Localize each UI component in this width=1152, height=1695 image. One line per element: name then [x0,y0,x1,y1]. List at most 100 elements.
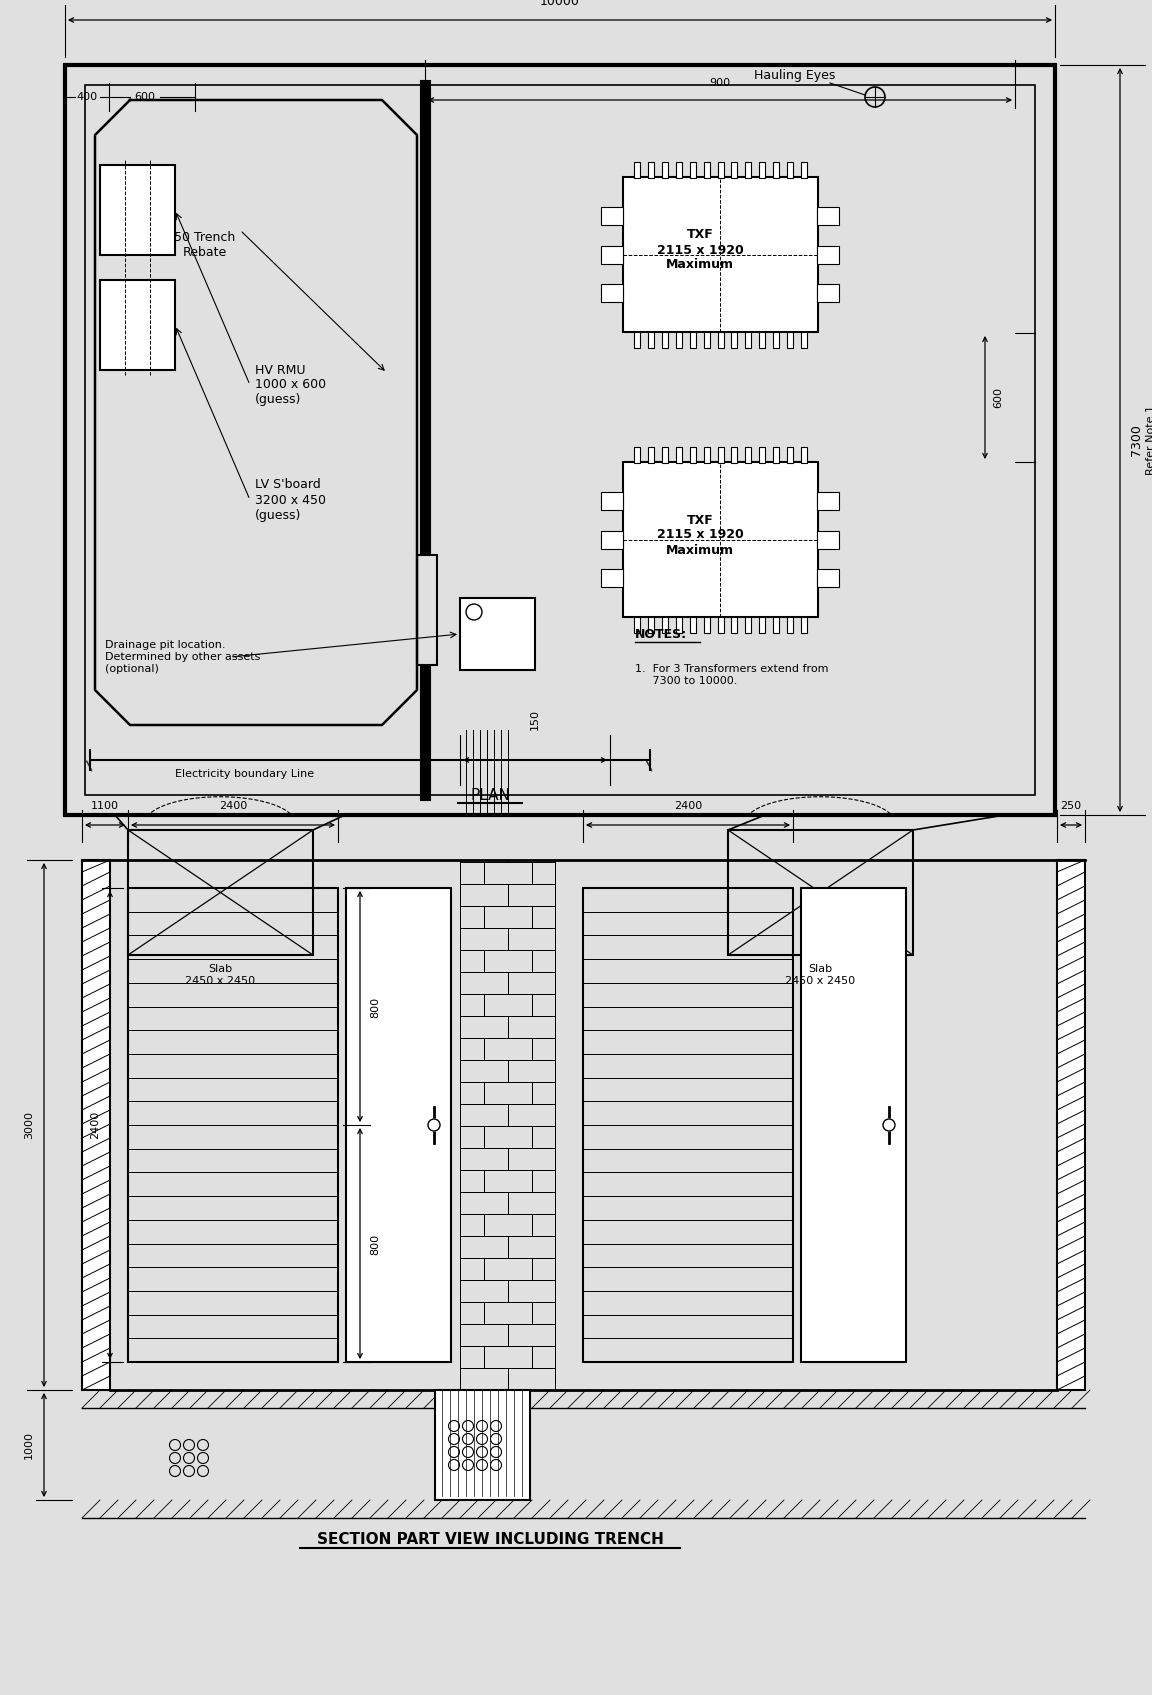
Bar [532,1037,555,1059]
Bar [745,332,751,347]
Bar [759,163,765,178]
Bar [128,831,313,954]
Bar [508,1103,555,1125]
Bar [601,570,623,586]
Bar [634,447,639,463]
Text: 1.  For 3 Transformers extend from
     7300 to 10000.: 1. For 3 Transformers extend from 7300 t… [635,664,828,686]
Bar [745,617,751,632]
Text: PLAN: PLAN [470,788,510,802]
Bar [508,1015,555,1037]
Bar [460,971,508,993]
Bar [532,1346,555,1368]
Bar [647,617,654,632]
Bar [508,971,555,993]
Bar [690,447,696,463]
Text: NOTES:: NOTES: [635,629,687,641]
Bar [460,1324,508,1346]
Text: 400: 400 [76,92,98,102]
Bar [484,1081,532,1103]
Bar [773,163,779,178]
Bar [690,617,696,632]
Bar [787,447,793,463]
Bar [435,1390,530,1500]
Bar [128,888,338,1363]
Bar [601,246,623,264]
Bar [634,332,639,347]
Bar [601,531,623,549]
Bar [661,447,668,463]
Text: Electricity boundary Line: Electricity boundary Line [175,770,314,780]
Bar [460,907,484,927]
Text: HV RMU
1000 x 600
(guess): HV RMU 1000 x 600 (guess) [255,363,326,407]
Text: SECTION PART VIEW INCLUDING TRENCH: SECTION PART VIEW INCLUDING TRENCH [317,1532,664,1548]
Bar [460,598,535,670]
Bar [601,492,623,510]
Text: 10000: 10000 [540,0,579,8]
Text: Drainage pit location.
Determined by other assets
(optional): Drainage pit location. Determined by oth… [105,641,260,673]
Bar [484,1037,532,1059]
Text: 900: 900 [710,78,730,88]
Bar [801,888,905,1363]
Bar [718,447,723,463]
Text: 3000: 3000 [24,1110,35,1139]
Bar [718,617,723,632]
Bar [460,1081,484,1103]
Bar [759,617,765,632]
Bar [773,447,779,463]
Bar [460,1059,508,1081]
Bar [623,176,818,332]
Bar [732,447,737,463]
Bar [484,1346,532,1368]
Bar [508,859,555,863]
Bar [601,285,623,302]
Bar [801,163,808,178]
Bar [100,164,175,254]
Bar [532,1214,555,1236]
Text: 50 Trench
Rebate: 50 Trench Rebate [174,231,236,259]
Bar [417,554,437,664]
Bar [661,163,668,178]
Text: 250: 250 [1061,802,1082,810]
Bar [787,617,793,632]
Bar [82,859,109,1390]
Bar [85,85,1034,795]
Text: 2400: 2400 [674,802,702,810]
Bar [676,163,682,178]
Bar [532,949,555,971]
Text: LV S'board
3200 x 450
(guess): LV S'board 3200 x 450 (guess) [255,478,326,522]
Bar [634,163,639,178]
Text: 600: 600 [993,388,1003,408]
Bar [484,1258,532,1280]
Bar [647,332,654,347]
Bar [676,332,682,347]
Bar [732,163,737,178]
Bar [634,617,639,632]
Text: Slab
2450 x 2450: Slab 2450 x 2450 [785,964,855,986]
Bar [460,1346,484,1368]
Bar [460,1037,484,1059]
Text: TXF
2115 x 1920
Maximum: TXF 2115 x 1920 Maximum [657,514,743,556]
Bar [745,163,751,178]
Bar [661,617,668,632]
Bar [460,949,484,971]
Bar [460,1125,484,1148]
Bar [532,1258,555,1280]
Bar [773,332,779,347]
Bar [460,1280,508,1302]
Bar [484,907,532,927]
Text: 150: 150 [530,709,540,731]
Bar [801,332,808,347]
Bar [508,885,555,907]
Bar [745,447,751,463]
Bar [532,907,555,927]
Circle shape [429,1119,440,1131]
Text: /: / [83,758,97,771]
Circle shape [882,1119,895,1131]
Bar [508,1368,555,1390]
Bar [508,927,555,949]
Bar [690,163,696,178]
Bar [508,1324,555,1346]
Bar [460,1192,508,1214]
Bar [532,1170,555,1192]
Bar [704,163,710,178]
